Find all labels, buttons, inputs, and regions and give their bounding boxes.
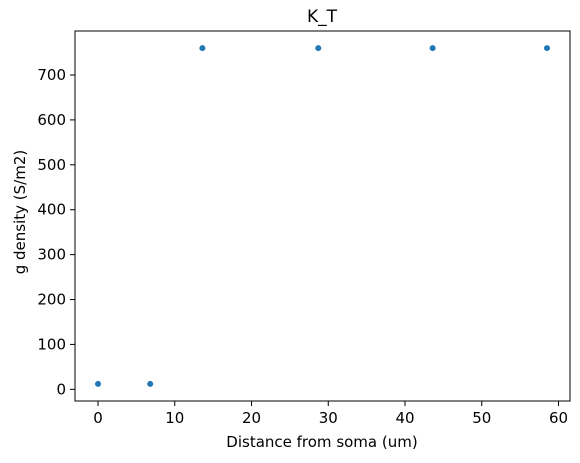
x-tick-label: 0 (93, 409, 103, 427)
y-tick-label: 600 (37, 111, 66, 129)
y-tick-label: 700 (37, 66, 66, 84)
x-tick-label: 30 (319, 409, 338, 427)
x-tick-label: 40 (395, 409, 414, 427)
y-axis-label: g density (S/m2) (11, 150, 29, 275)
data-point (315, 45, 322, 52)
y-tick-label: 100 (37, 335, 66, 353)
y-tick-label: 0 (56, 380, 66, 398)
x-tick-label: 10 (165, 409, 184, 427)
x-tick-label: 60 (549, 409, 568, 427)
data-point (543, 45, 550, 52)
x-axis-label: Distance from soma (um) (226, 433, 417, 451)
y-tick-label: 200 (37, 291, 66, 309)
x-tick-label: 20 (242, 409, 261, 427)
chart-title: K_T (307, 7, 338, 27)
data-point (95, 380, 102, 387)
data-point (147, 380, 154, 387)
x-tick-label: 50 (472, 409, 491, 427)
data-point (429, 45, 436, 52)
y-tick-label: 300 (37, 246, 66, 264)
data-point (199, 45, 206, 52)
y-tick-label: 500 (37, 156, 66, 174)
axes-frame (74, 30, 571, 402)
y-tick-label: 400 (37, 201, 66, 219)
